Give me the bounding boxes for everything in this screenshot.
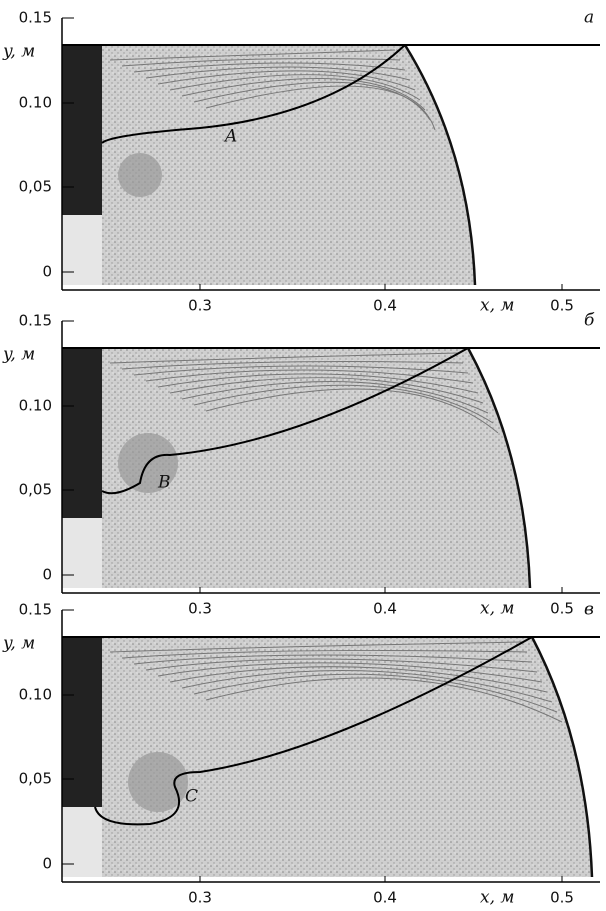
curve-label: A: [223, 127, 237, 147]
flow-field: [62, 45, 475, 285]
shock-front: [466, 347, 532, 589]
y-tick-label: 0.15: [19, 312, 52, 330]
x-axis-label: x, м: [480, 296, 515, 316]
wave-line: [205, 85, 436, 131]
x-tick-label: 0.3: [188, 297, 212, 315]
wave-line: [121, 57, 401, 67]
flow-field: [62, 348, 530, 588]
wave-line: [133, 365, 469, 376]
y-tick-label: 0: [42, 566, 52, 584]
y-tick-label: 0.10: [19, 94, 52, 112]
wave-line: [121, 360, 464, 370]
flow-field: [62, 637, 592, 877]
wave-line: [181, 381, 489, 414]
wave-line: [181, 78, 426, 111]
wave-line: [157, 373, 479, 394]
x-tick-label: 0.3: [188, 600, 212, 618]
wave-line: [205, 388, 499, 434]
wall: [62, 348, 102, 518]
y-tick-label: 0,05: [19, 481, 52, 499]
x-tick-label: 0.3: [188, 889, 212, 907]
curve-label: B: [157, 473, 171, 493]
lower-region: [62, 807, 102, 877]
y-tick-label: 0.15: [19, 601, 52, 619]
x-tick-label: 0.5: [550, 297, 574, 315]
curve-label: C: [185, 787, 198, 807]
wave-line: [145, 369, 474, 384]
wave-line: [181, 670, 553, 703]
wave-line: [109, 352, 459, 364]
y-tick-label: 0,05: [19, 770, 52, 788]
shock-front: [530, 636, 594, 878]
wave-line: [205, 677, 563, 723]
wave-line: [169, 666, 548, 693]
x-tick-label: 0.4: [373, 889, 397, 907]
vortex: [118, 153, 162, 197]
y-axis-label: y, м: [2, 345, 35, 365]
x-tick-label: 0.4: [373, 600, 397, 618]
y-tick-label: 0.10: [19, 397, 52, 415]
wave-line: [169, 377, 484, 404]
lower-region: [62, 518, 102, 588]
wave-line: [193, 384, 494, 424]
wave-line: [193, 81, 431, 121]
y-axis-label: y, м: [2, 42, 35, 62]
x-tick-label: 0.4: [373, 297, 397, 315]
wave-line: [157, 70, 416, 91]
vortex: [128, 752, 188, 812]
wave-line: [109, 49, 396, 61]
shock-front: [403, 44, 477, 286]
wave-line: [145, 66, 411, 81]
wave-line: [109, 641, 523, 653]
wave-line: [157, 662, 543, 683]
panel-letter: б: [584, 311, 595, 331]
panel-letter: а: [584, 8, 594, 28]
lower-region: [62, 215, 102, 285]
wave-line: [193, 673, 558, 713]
x-axis-label: x, м: [480, 888, 515, 908]
x-axis-label: x, м: [480, 599, 515, 619]
wall: [62, 45, 102, 215]
y-tick-label: 0.10: [19, 686, 52, 704]
y-tick-label: 0,05: [19, 178, 52, 196]
y-tick-label: 0.15: [19, 9, 52, 27]
wave-line: [121, 649, 528, 659]
wave-line: [133, 62, 406, 73]
y-axis-label: y, м: [2, 634, 35, 654]
wave-line: [133, 654, 533, 665]
x-tick-label: 0.5: [550, 600, 574, 618]
contact-curve: [94, 636, 533, 826]
contact-curve: [101, 347, 469, 495]
panel-letter: в: [584, 600, 594, 620]
y-tick-label: 0: [42, 263, 52, 281]
x-tick-label: 0.5: [550, 889, 574, 907]
contact-curve: [101, 44, 406, 144]
wall: [62, 637, 102, 807]
y-tick-label: 0: [42, 855, 52, 873]
wave-line: [169, 74, 421, 101]
